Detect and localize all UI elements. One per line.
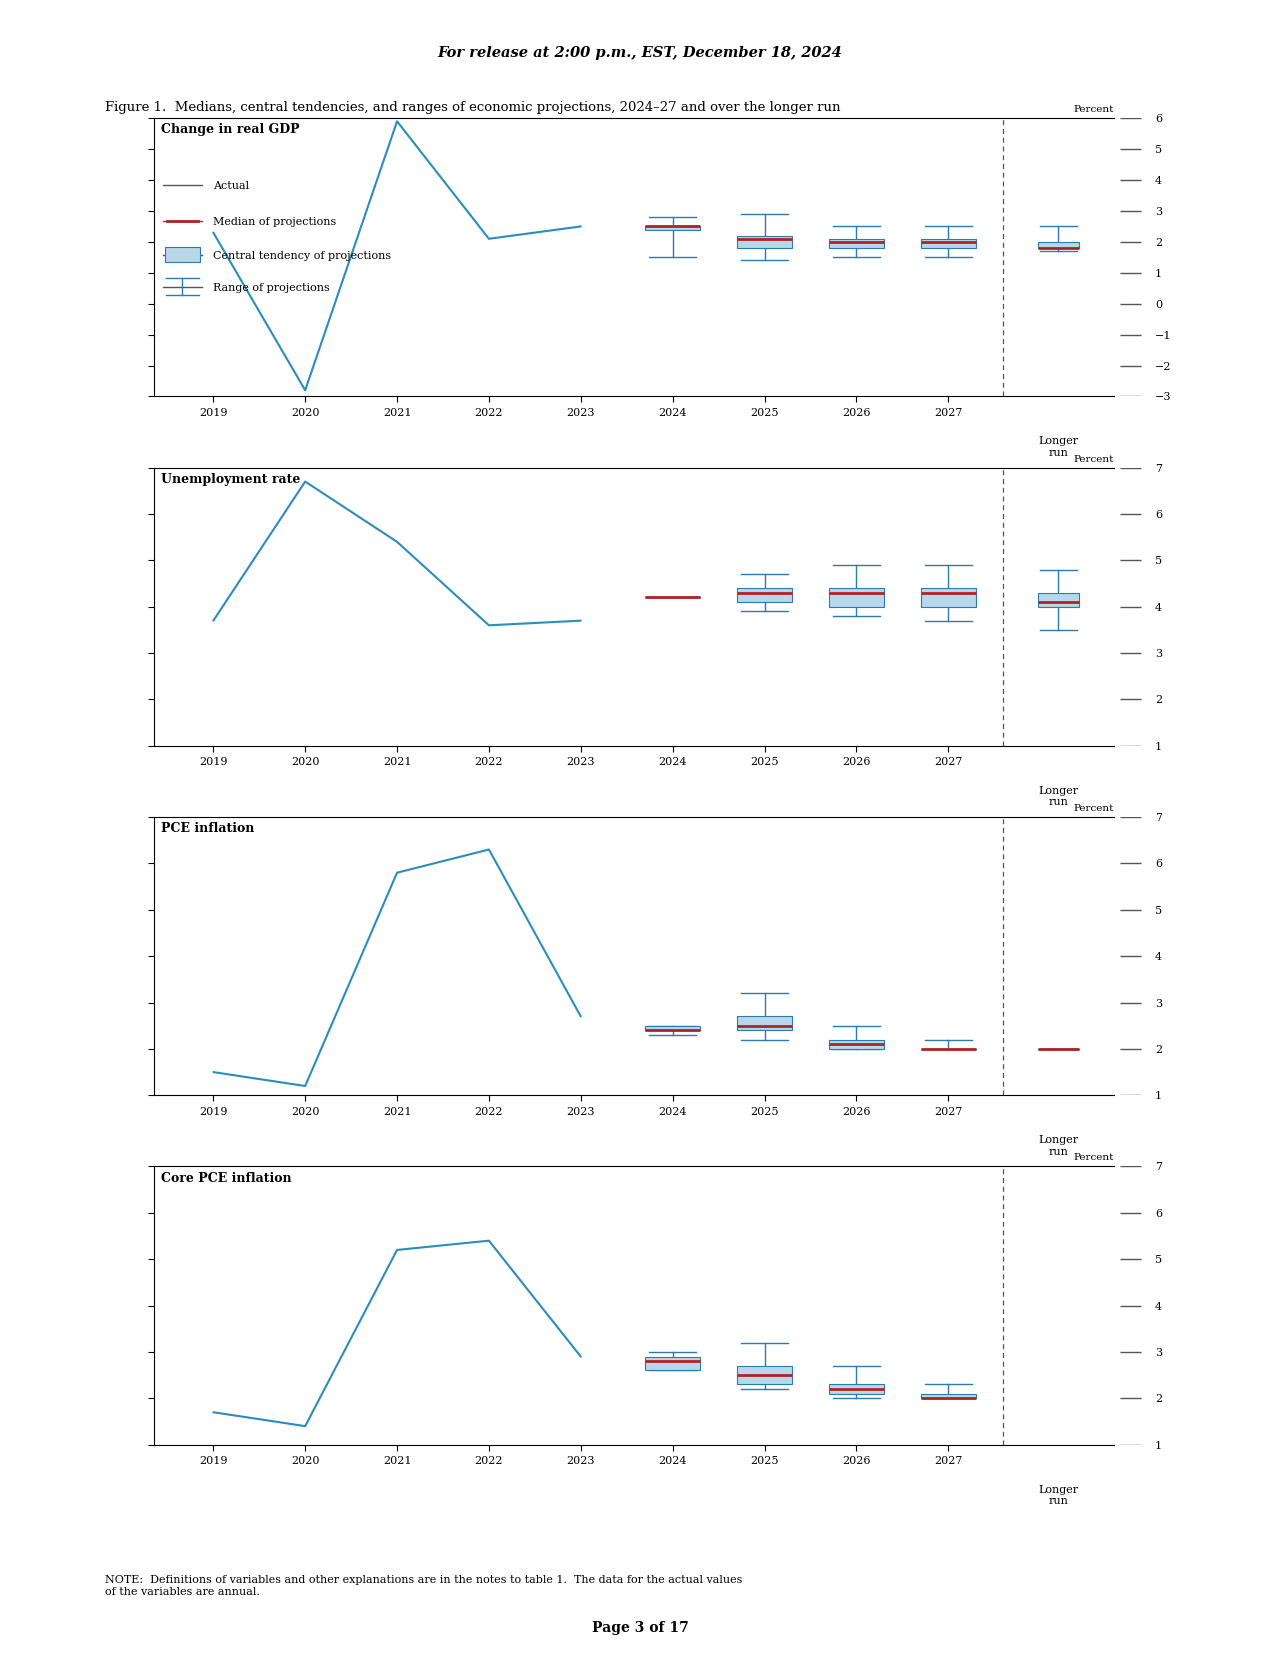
Text: Longer
run: Longer run (1038, 1134, 1079, 1157)
Text: 5: 5 (1155, 1254, 1162, 1264)
Text: 5: 5 (1155, 556, 1162, 566)
Text: 6: 6 (1155, 114, 1162, 124)
Text: Longer
run: Longer run (1038, 435, 1079, 458)
Bar (737, 1016, 792, 1031)
Text: Figure 1.  Medians, central tendencies, and ranges of economic projections, 2024: Figure 1. Medians, central tendencies, a… (105, 101, 841, 114)
Text: 4: 4 (1155, 952, 1162, 962)
Text: 4: 4 (1155, 602, 1162, 612)
Text: 3: 3 (1155, 1347, 1162, 1357)
Text: Page 3 of 17: Page 3 of 17 (591, 1620, 689, 1635)
Text: 5: 5 (1155, 905, 1162, 915)
Text: 1: 1 (1155, 1440, 1162, 1450)
Text: Change in real GDP: Change in real GDP (161, 124, 300, 136)
Text: Percent: Percent (1073, 106, 1114, 114)
Bar (829, 240, 884, 248)
Text: Median of projections: Median of projections (212, 217, 337, 227)
Text: 2: 2 (1155, 238, 1162, 248)
Text: 1: 1 (1155, 1091, 1162, 1101)
Text: Core PCE inflation: Core PCE inflation (161, 1172, 292, 1183)
Text: Range of projections: Range of projections (212, 283, 330, 293)
Text: 2: 2 (1155, 1044, 1162, 1054)
Text: 6: 6 (1155, 859, 1162, 869)
Text: Percent: Percent (1073, 1154, 1114, 1162)
Text: 3: 3 (1155, 649, 1162, 659)
Text: 6: 6 (1155, 1208, 1162, 1218)
Bar (920, 1394, 975, 1398)
Text: 1: 1 (1155, 741, 1162, 751)
Text: Central tendency of projections: Central tendency of projections (212, 250, 392, 260)
Bar (1038, 594, 1079, 607)
Text: 1: 1 (1155, 268, 1162, 278)
Text: 3: 3 (1155, 207, 1162, 217)
Text: 7: 7 (1155, 813, 1162, 823)
Text: Longer
run: Longer run (1038, 784, 1079, 808)
Text: 4: 4 (1155, 1301, 1162, 1311)
Bar (1038, 243, 1079, 248)
Text: 2: 2 (1155, 1394, 1162, 1403)
Bar (829, 1039, 884, 1049)
Bar (645, 1026, 700, 1031)
FancyBboxPatch shape (165, 248, 200, 263)
Text: Percent: Percent (1073, 804, 1114, 813)
Text: of the variables are annual.: of the variables are annual. (105, 1585, 260, 1597)
Text: Unemployment rate: Unemployment rate (161, 473, 301, 485)
Bar (645, 1357, 700, 1370)
Text: 4: 4 (1155, 175, 1162, 185)
Bar (737, 589, 792, 602)
Text: 7: 7 (1155, 463, 1162, 473)
Text: Longer
run: Longer run (1038, 1483, 1079, 1506)
Text: −2: −2 (1155, 361, 1171, 371)
Text: Actual: Actual (212, 180, 250, 190)
Bar (829, 1385, 884, 1394)
Text: 5: 5 (1155, 146, 1162, 156)
Bar (737, 1365, 792, 1385)
Text: 0: 0 (1155, 300, 1162, 309)
Text: 6: 6 (1155, 510, 1162, 520)
Text: 2: 2 (1155, 695, 1162, 705)
Bar (920, 589, 975, 607)
Text: PCE inflation: PCE inflation (161, 823, 255, 834)
Text: Percent: Percent (1073, 455, 1114, 463)
Text: 7: 7 (1155, 1162, 1162, 1172)
Text: 3: 3 (1155, 998, 1162, 1008)
Bar (645, 227, 700, 230)
Text: −3: −3 (1155, 392, 1171, 402)
Bar (920, 240, 975, 248)
Text: −1: −1 (1155, 331, 1171, 341)
Text: NOTE:  Definitions of variables and other explanations are in the notes to table: NOTE: Definitions of variables and other… (105, 1574, 742, 1584)
Bar (737, 237, 792, 248)
Bar (829, 589, 884, 607)
Text: For release at 2:00 p.m., EST, December 18, 2024: For release at 2:00 p.m., EST, December … (438, 46, 842, 60)
